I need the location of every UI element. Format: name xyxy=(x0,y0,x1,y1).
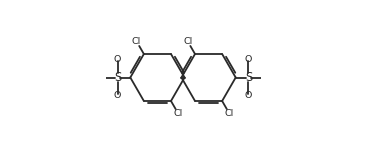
Text: O: O xyxy=(114,55,121,64)
Text: Cl: Cl xyxy=(174,109,183,118)
Text: Cl: Cl xyxy=(183,37,192,46)
Text: O: O xyxy=(114,91,121,100)
Text: Cl: Cl xyxy=(225,109,234,118)
Text: O: O xyxy=(245,91,252,100)
Text: S: S xyxy=(114,71,121,84)
Text: Cl: Cl xyxy=(132,37,141,46)
Text: O: O xyxy=(245,55,252,64)
Text: S: S xyxy=(245,71,252,84)
